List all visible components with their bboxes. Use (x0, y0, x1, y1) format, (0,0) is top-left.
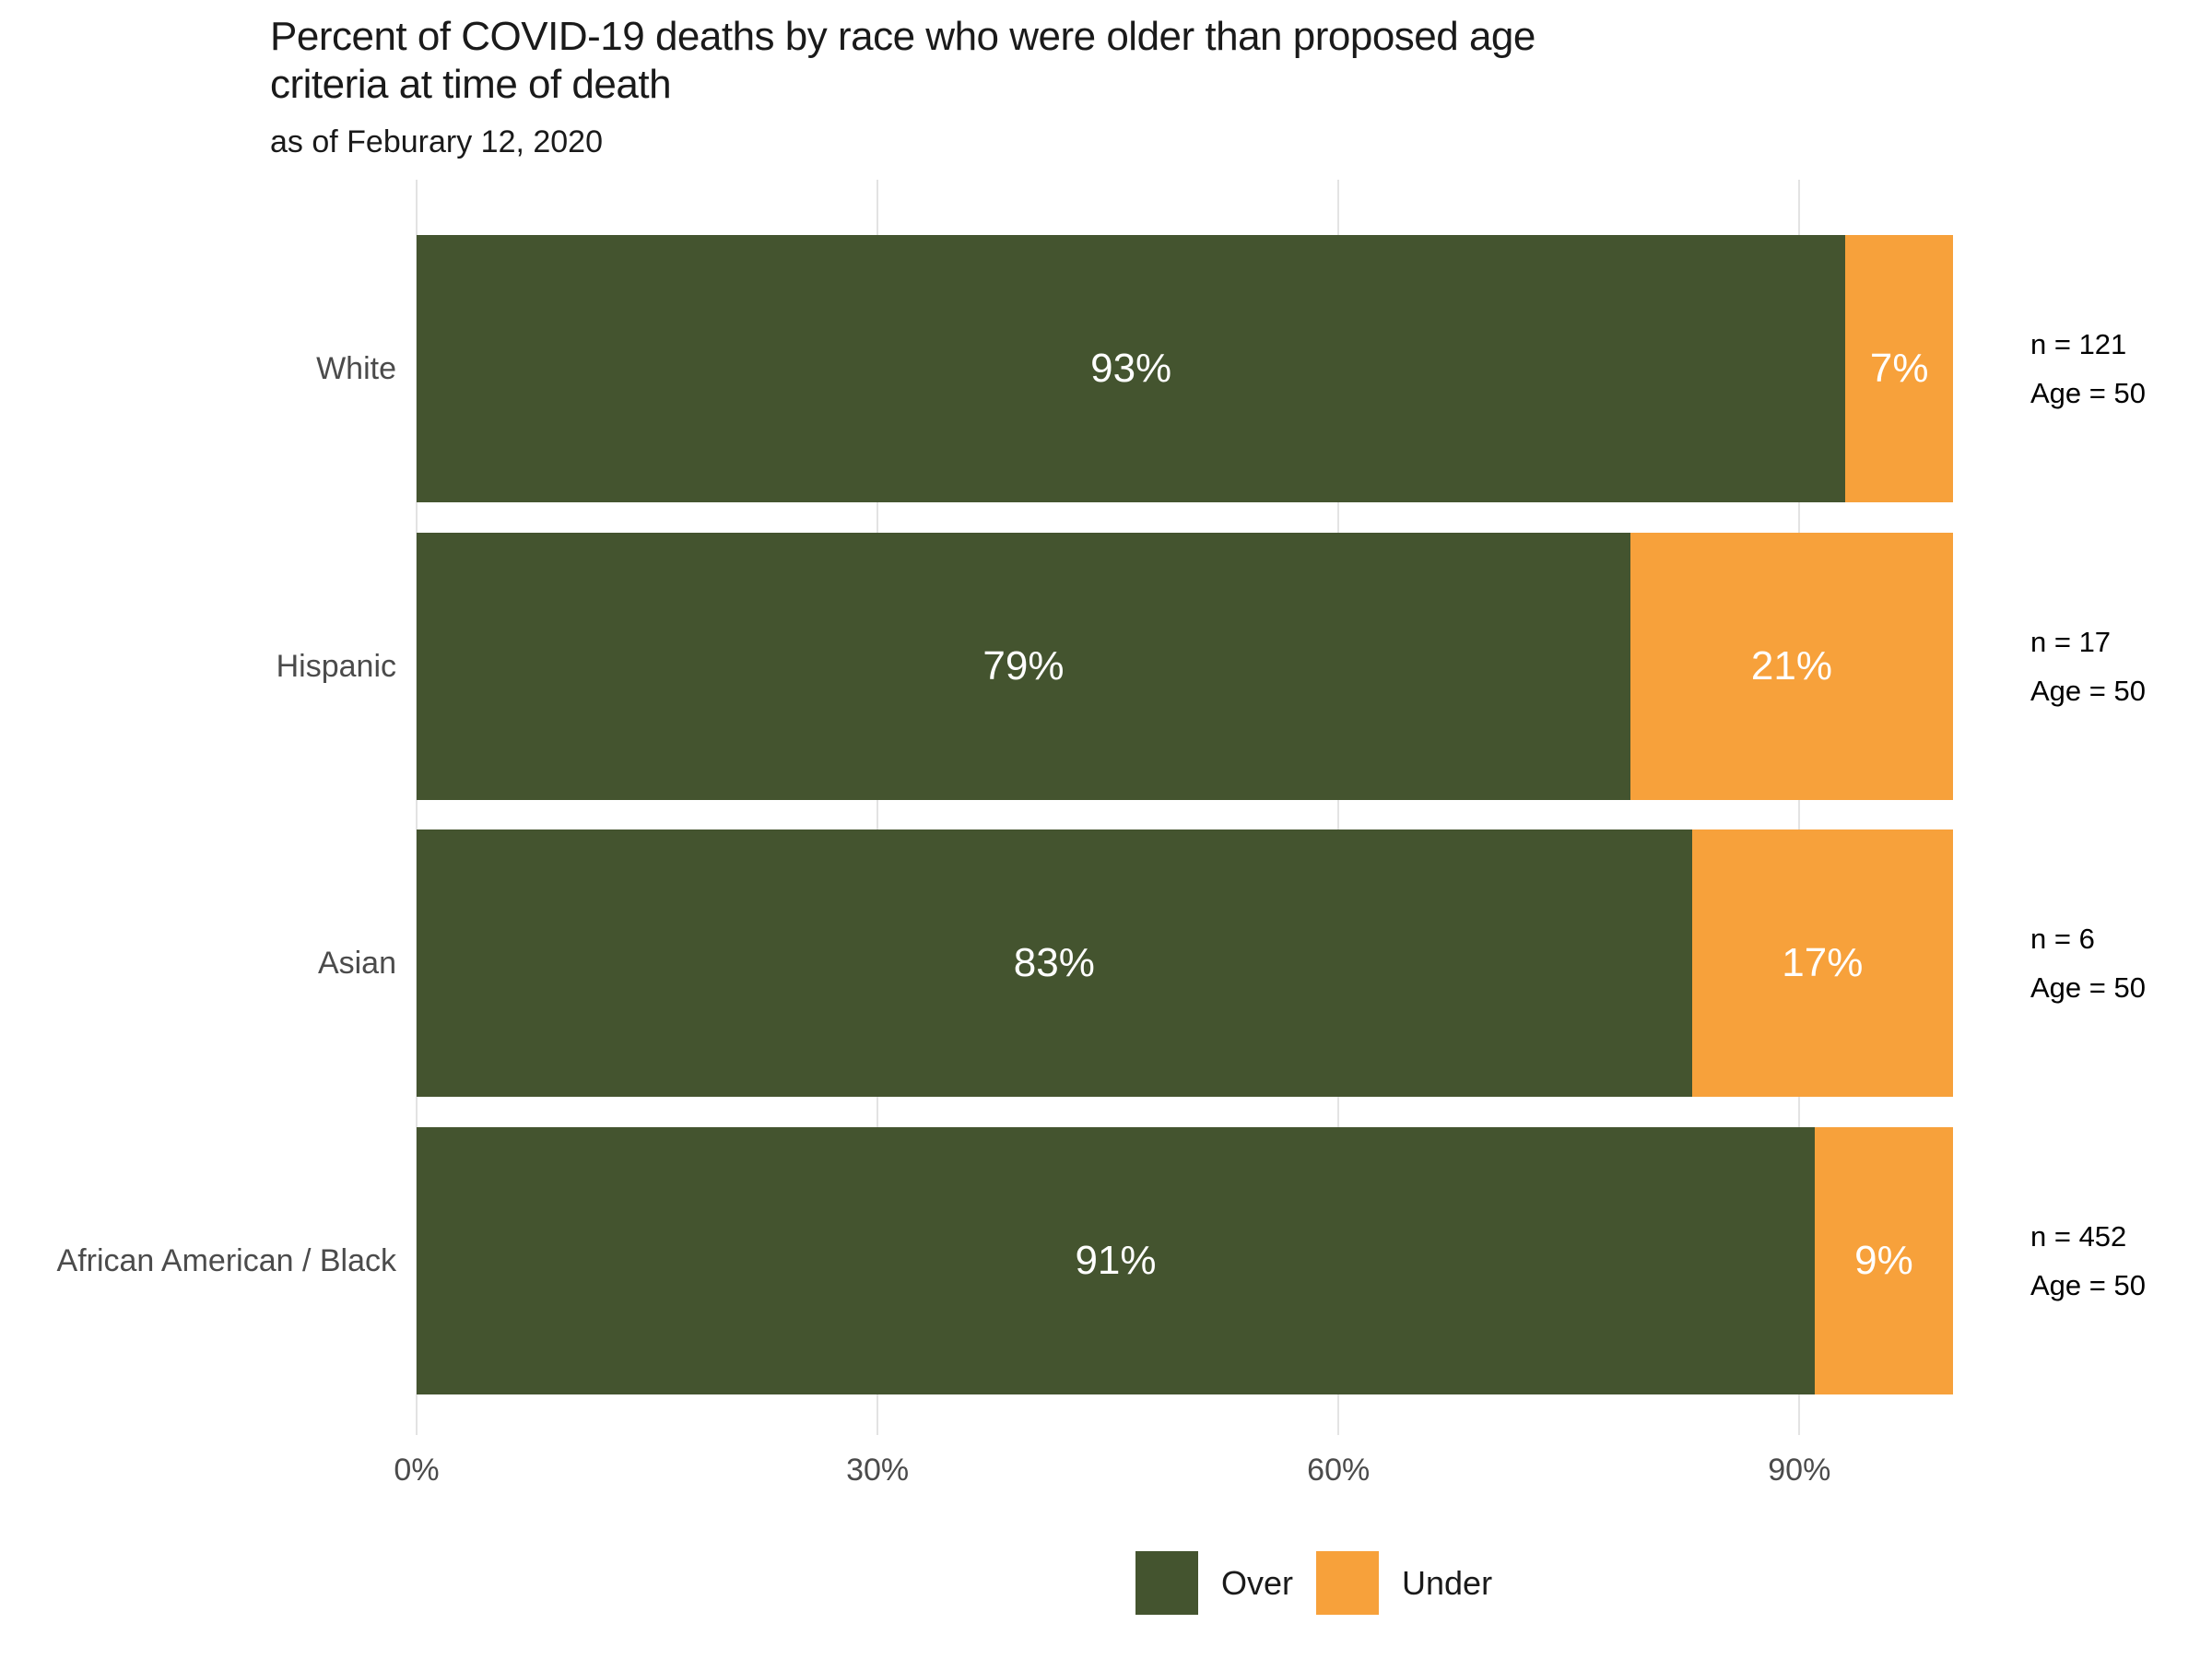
legend-swatch-over (1135, 1551, 1198, 1615)
category-label: White (316, 351, 396, 386)
x-tick-label: 90% (1768, 1453, 1831, 1488)
bar-segment-over: 93% (417, 235, 1846, 502)
bar-row: 83% 17% (417, 830, 1953, 1097)
bar-annotation: n = 452 Age = 50 (2030, 1212, 2146, 1310)
bar-segment-over: 83% (417, 830, 1692, 1097)
annotation-n: n = 452 (2030, 1220, 2127, 1253)
bar-row: 91% 9% (417, 1127, 1953, 1394)
annotation-age: Age = 50 (2030, 1269, 2146, 1301)
annotation-age: Age = 50 (2030, 377, 2146, 409)
gridline-60% (1337, 180, 1340, 1435)
annotation-n: n = 17 (2030, 626, 2112, 658)
x-tick-label: 0% (394, 1453, 440, 1488)
bar-value-label: 93% (1090, 346, 1172, 391)
x-tick-label: 60% (1307, 1453, 1371, 1488)
legend-label: Over (1221, 1564, 1294, 1602)
bar-segment-under: 21% (1630, 533, 1953, 800)
bar-value-label: 21% (1750, 643, 1832, 688)
plot-panel: 93% 7% 79% 21% 83% 17% 91% 9% (416, 180, 1953, 1435)
category-label: Asian (317, 946, 396, 981)
bar-value-label: 83% (1013, 940, 1095, 985)
legend-swatch-under (1316, 1551, 1380, 1615)
bar-segment-under: 17% (1691, 830, 1953, 1097)
x-tick-label: 30% (846, 1453, 910, 1488)
bar-annotation: n = 6 Age = 50 (2030, 914, 2146, 1012)
annotation-age: Age = 50 (2030, 971, 2146, 1004)
bar-segment-over: 91% (417, 1127, 1815, 1394)
bar-segment-under: 9% (1814, 1127, 1953, 1394)
gridline-90% (1798, 180, 1801, 1435)
legend-label: Under (1402, 1564, 1493, 1602)
chart-subtitle: as of Feburary 12, 2020 (270, 124, 604, 159)
bar-value-label: 79% (982, 643, 1065, 688)
chart-title-line-1: Percent of COVID-19 deaths by race who w… (270, 14, 1535, 59)
gridline-30% (877, 180, 879, 1435)
annotation-n: n = 121 (2030, 328, 2127, 360)
bar-segment-over: 79% (417, 533, 1630, 800)
bar-value-label: 91% (1075, 1238, 1157, 1283)
gridline-0% (416, 180, 418, 1435)
annotation-age: Age = 50 (2030, 675, 2146, 707)
chart-title-line-2: criteria at time of death (270, 62, 672, 107)
bar-value-label: 9% (1854, 1238, 1913, 1283)
category-label: African American / Black (56, 1243, 396, 1278)
bar-value-label: 7% (1869, 346, 1929, 391)
legend: Over Under (1135, 1551, 1492, 1615)
bar-segment-under: 7% (1845, 235, 1953, 502)
chart-title: Percent of COVID-19 deaths by race who w… (270, 13, 1535, 109)
annotation-n: n = 6 (2030, 923, 2095, 955)
bar-annotation: n = 17 Age = 50 (2030, 618, 2146, 715)
bar-value-label: 17% (1782, 940, 1864, 985)
bar-annotation: n = 121 Age = 50 (2030, 320, 2146, 418)
bar-row: 93% 7% (417, 235, 1953, 502)
category-label: Hispanic (276, 649, 396, 684)
bar-row: 79% 21% (417, 533, 1953, 800)
